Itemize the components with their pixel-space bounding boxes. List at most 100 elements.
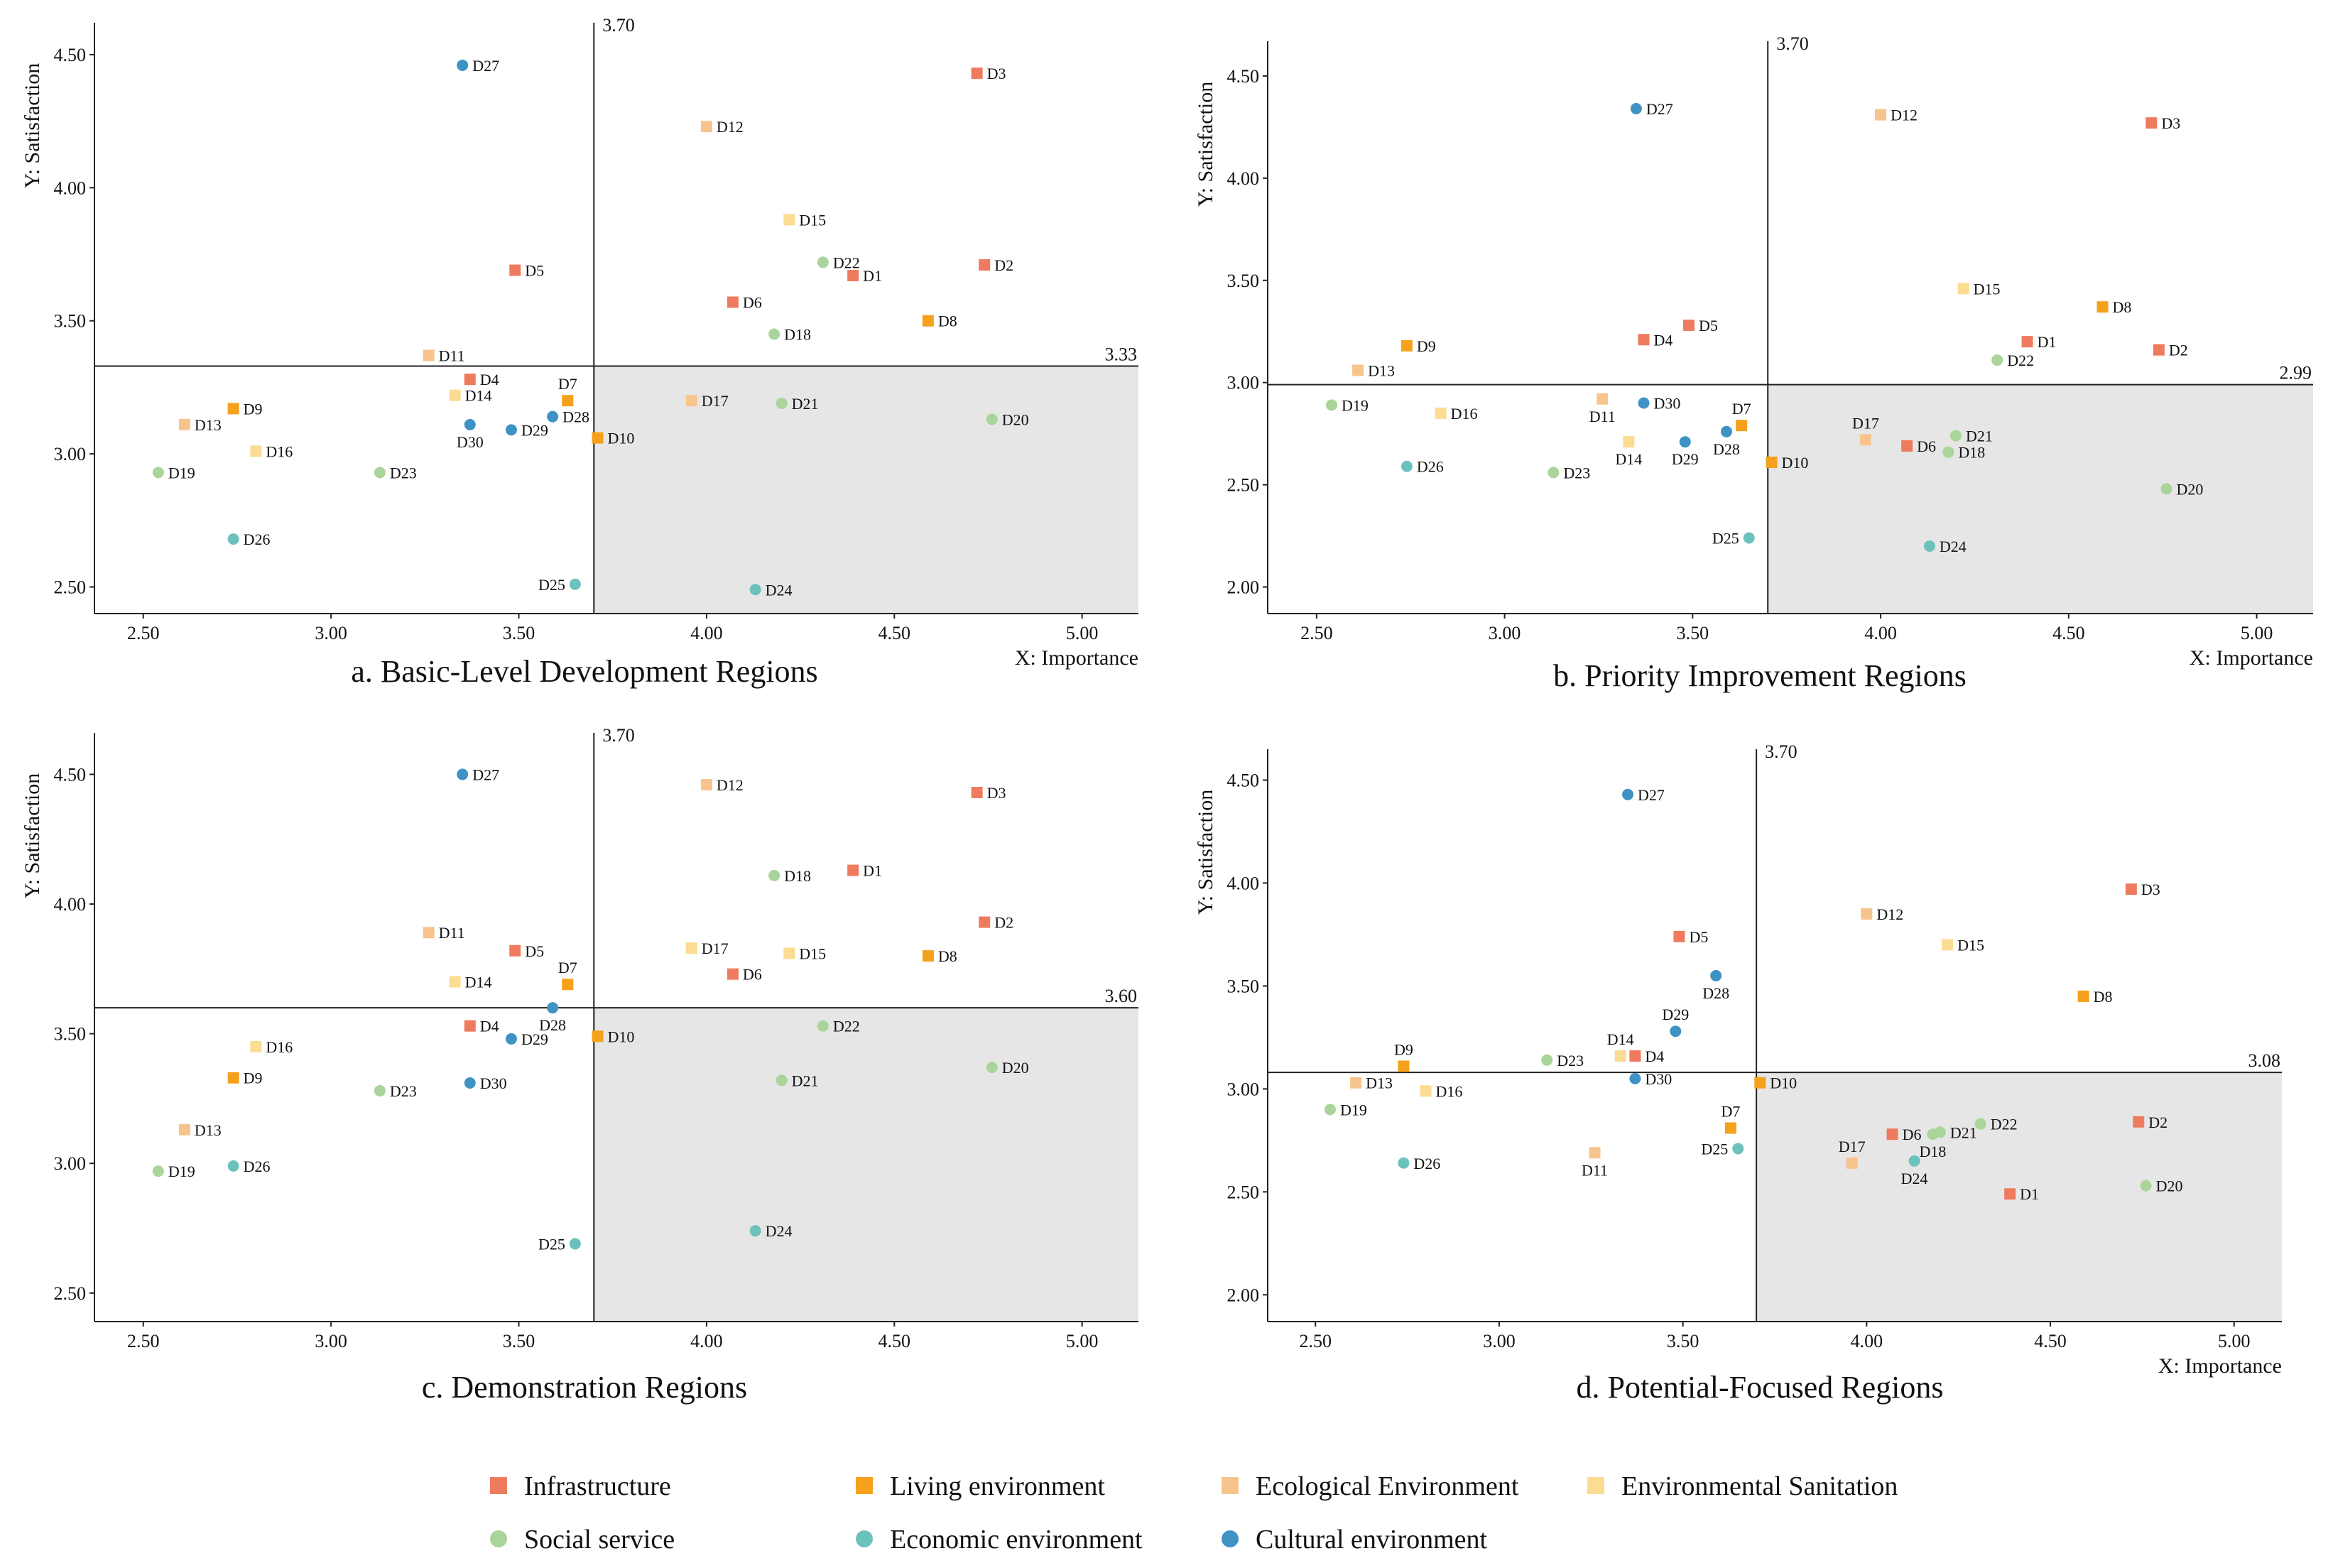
point-d6-marker [1901,440,1913,452]
y-tick-label: 4.00 [1227,873,1260,893]
point-d22-marker [817,256,829,268]
point-d16-marker [250,1040,262,1052]
point-d30-label: D30 [1653,395,1680,413]
point-d3-label: D3 [987,65,1006,82]
point-d27-marker [457,768,469,780]
point-d28-marker [547,410,559,423]
point-d10-marker [592,1030,604,1042]
point-d6-label: D6 [743,294,762,312]
point-d22-marker [817,1020,829,1032]
point-d8-label: D8 [938,947,957,965]
point-d9-marker [227,1072,239,1084]
legend-infrastructure: Infrastructure [490,1471,671,1501]
y-axis-label: Y: Satisfaction [1194,82,1217,207]
legend-cultural-environment: Cultural environment [1222,1525,1488,1555]
panel-title: d. Potential-Focused Regions [1577,1370,1944,1405]
x-tick-label: 4.00 [1864,623,1897,643]
y-tick-label: 3.00 [1227,1079,1260,1099]
point-d21-label: D21 [792,1072,819,1089]
point-d2-label: D2 [2148,1114,2167,1131]
point-d15-marker [783,214,795,226]
legend-cultural-environment-label: Cultural environment [1256,1525,1488,1555]
point-d20-label: D20 [1002,410,1029,428]
point-d7-marker [1724,1122,1736,1134]
y-tick-label: 4.00 [54,178,87,198]
point-d29-marker [1670,1025,1682,1038]
point-d16-label: D16 [266,442,293,460]
y-tick-label: 3.50 [1227,271,1260,291]
point-d4-label: D4 [480,1018,499,1035]
point-d26-marker [227,533,239,545]
x-tick-label: 2.50 [127,623,160,643]
point-d2-marker [979,259,991,271]
y-tick-label: 2.50 [1227,475,1260,496]
y-tick-label: 4.00 [1227,168,1260,189]
point-d21-marker [776,1074,788,1087]
x-tick-label: 2.50 [1300,623,1333,643]
point-d18-marker [1942,446,1954,458]
x-tick-label: 4.50 [2034,1331,2067,1351]
point-d15-marker [1957,283,1969,295]
point-d28-label: D28 [562,408,589,426]
point-d30-marker [1629,1072,1641,1084]
point-d15-label: D15 [1957,936,1984,954]
point-d15-label: D15 [799,944,826,962]
point-d28-label: D28 [1713,440,1740,458]
legend-infrastructure-marker [490,1477,507,1494]
point-d16-label: D16 [1435,1082,1462,1100]
point-d19-marker [152,467,164,479]
x-tick-label: 3.50 [503,623,535,643]
point-d11-label: D11 [439,924,465,942]
point-d12-label: D12 [717,776,744,794]
point-d21-label: D21 [1950,1123,1977,1141]
point-d1-marker [847,864,859,876]
point-d22-marker [1991,354,2003,366]
point-d14-label: D14 [465,974,492,991]
point-d9-label: D9 [1394,1040,1413,1058]
point-d13-marker [1350,1077,1362,1089]
point-d29-label: D29 [1662,1006,1689,1023]
point-d22-label: D22 [2007,352,2034,369]
point-d29-label: D29 [521,421,548,439]
legend-environmental-sanitation: Environmental Sanitation [1587,1471,1898,1501]
y-axis-label: Y: Satisfaction [21,773,44,898]
point-d16-label: D16 [1451,405,1478,423]
point-d20-marker [2160,483,2172,495]
legend-living-environment-label: Living environment [890,1471,1105,1501]
point-d23-label: D23 [1557,1052,1584,1069]
point-d26-marker [1398,1157,1410,1169]
point-d5-label: D5 [525,942,544,960]
legend-infrastructure-label: Infrastructure [524,1471,671,1501]
point-d11-marker [1597,393,1609,405]
point-d15-label: D15 [1974,280,2001,298]
point-d28-marker [1710,969,1722,981]
x-reference-label: 3.70 [602,15,635,36]
point-d5-marker [509,944,521,957]
x-tick-label: 4.50 [2052,623,2085,643]
point-d9-marker [1400,339,1413,352]
point-d13-label: D13 [1366,1074,1393,1092]
point-d19-label: D19 [168,1163,195,1180]
point-d2-label: D2 [2169,342,2188,359]
point-d25-label: D25 [538,1235,565,1253]
point-d26-label: D26 [1417,458,1444,476]
y-tick-label: 3.00 [54,1153,87,1174]
y-axis-label: Y: Satisfaction [1194,790,1217,915]
legend-social-service-marker [490,1530,507,1547]
legend-social-service: Social service [490,1525,675,1555]
point-d29-marker [505,1033,517,1045]
point-d1-label: D1 [863,862,882,880]
y-tick-label: 4.50 [1227,770,1260,790]
x-tick-label: 5.00 [2218,1331,2251,1351]
point-d1-marker [847,270,859,282]
point-d1-label: D1 [863,267,882,285]
point-d5-marker [1683,320,1695,332]
point-d17-marker [1846,1157,1858,1169]
point-d30-label: D30 [1645,1070,1672,1088]
point-d2-marker [979,916,991,928]
x-tick-label: 4.50 [879,623,911,643]
point-d8-marker [2077,990,2089,1002]
point-d22-label: D22 [833,1018,860,1035]
point-d18-label: D18 [784,325,811,343]
point-d9-marker [227,403,239,415]
